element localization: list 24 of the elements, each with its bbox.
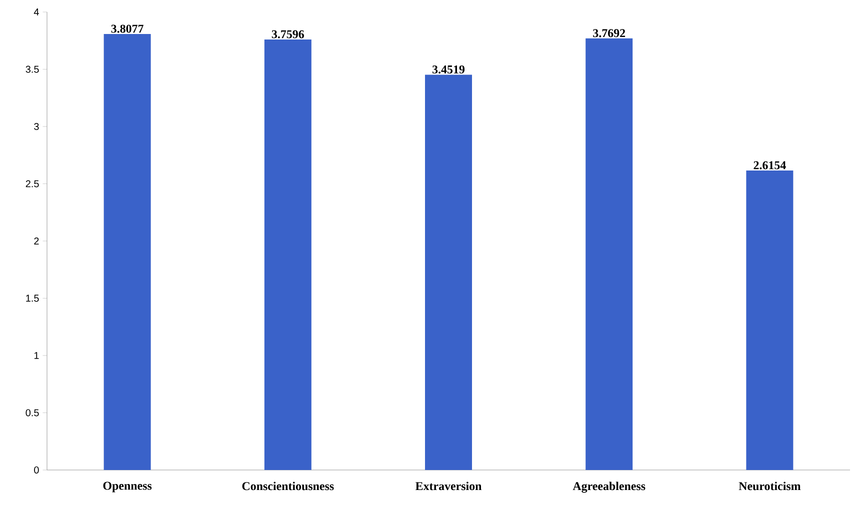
data-label: 3.4519 <box>432 65 465 74</box>
x-tick-label: Extraversion <box>416 482 482 490</box>
x-tick-label: Conscientiousness <box>242 482 334 490</box>
x-tick-label: Agreeableness <box>572 482 646 493</box>
bar <box>104 34 151 470</box>
y-tick-label: 3 <box>34 122 39 130</box>
data-label: 3.8077 <box>111 24 144 33</box>
y-tick-label: 1.5 <box>26 294 39 302</box>
data-label: 3.7692 <box>593 29 626 38</box>
y-tick-label: 3.5 <box>26 66 39 73</box>
y-tick-label: 0 <box>34 466 39 474</box>
y-tick-label: 2 <box>34 238 39 244</box>
x-tick-label: Neuroticism <box>738 482 801 490</box>
y-tick-label: 0.5 <box>26 409 39 416</box>
x-tick-label: Openness <box>103 482 152 492</box>
bar <box>586 38 633 470</box>
y-tick-label: 1 <box>34 352 39 359</box>
bar <box>746 170 794 470</box>
y-tick-label: 2.5 <box>26 180 39 188</box>
data-label: 2.6154 <box>754 161 786 170</box>
y-tick-label: 4 <box>34 8 39 16</box>
bar <box>425 74 472 470</box>
data-label: 3.7596 <box>272 30 304 38</box>
bar <box>264 40 312 470</box>
